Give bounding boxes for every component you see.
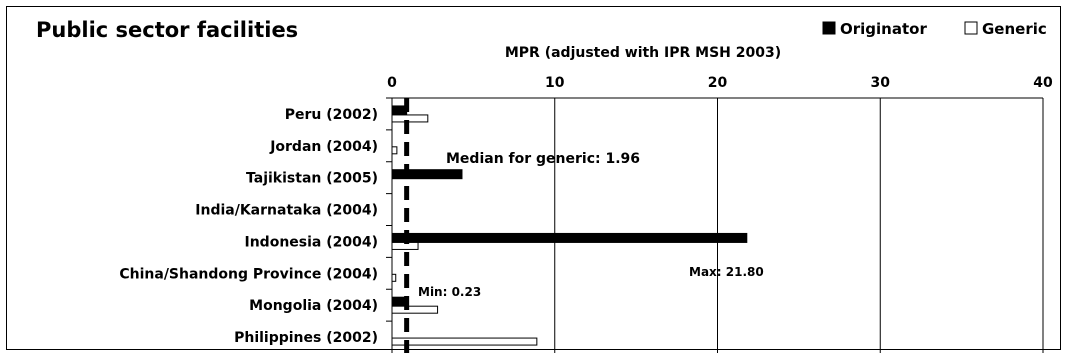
- bars: [391, 105, 748, 346]
- x-tick-label-0: 0: [387, 75, 397, 91]
- legend-swatch-generic: [964, 21, 978, 35]
- x-tick-label-40: 40: [1033, 75, 1053, 91]
- gridlines: [391, 97, 1044, 353]
- y-axis-labels: Peru (2002) Jordan (2004) Tajikistan (2005…: [119, 97, 392, 346]
- legend-label-originator: Originator: [840, 20, 927, 38]
- y-tick-label-jordan-2004: Jordan (2004): [269, 139, 378, 155]
- x-tick-label-30: 30: [871, 75, 891, 91]
- annotation-median-for-generic: Median for generic: 1.96: [446, 151, 640, 167]
- annotation-max: Max: 21.80: [689, 265, 764, 279]
- y-tick-label-china-shandong-province-2004: China/Shandong Province (2004): [119, 266, 378, 282]
- x-axis-label: MPR (adjusted with IPR MSH 2003): [505, 45, 781, 61]
- bar-originator-indonesia-2004: [391, 232, 748, 243]
- legend: Originator Generic: [822, 20, 1047, 38]
- bar-originator-tajikistan-2005: [391, 169, 463, 180]
- legend-label-generic: Generic: [982, 20, 1047, 38]
- y-tick-label-india-karnataka-2004: India/Karnataka (2004): [195, 203, 378, 219]
- y-tick-label-mongolia-2004: Mongolia (2004): [249, 298, 378, 314]
- annotations: Median for generic: 1.96 Max: 21.80 Min: 0…: [418, 151, 764, 299]
- y-tick-label-tajikistan-2005: Tajikistan (2005): [246, 171, 378, 187]
- chart-frame: [6, 6, 1061, 350]
- annotation-min: Min: 0.23: [418, 285, 481, 299]
- x-axis-ticks: 0 10 20 30 40: [387, 75, 1053, 91]
- x-tick-label-10: 10: [545, 75, 565, 91]
- y-tick-label-peru-2002: Peru (2002): [285, 107, 378, 123]
- bar-generic-mongolia-2004: [391, 305, 439, 314]
- chart-title: Public sector facilities: [36, 18, 298, 42]
- bar-generic-jordan-2004: [391, 146, 398, 155]
- y-tick-label-philippines-2002: Philippines (2002): [234, 330, 378, 346]
- bar-generic-china-shandong-province-2004: [391, 273, 397, 282]
- bar-generic-peru-2002: [391, 114, 429, 123]
- x-tick-label-20: 20: [708, 75, 728, 91]
- y-tick-label-indonesia-2004: Indonesia (2004): [245, 234, 379, 250]
- bar-generic-philippines-2002: [391, 337, 538, 346]
- legend-swatch-originator: [822, 21, 836, 35]
